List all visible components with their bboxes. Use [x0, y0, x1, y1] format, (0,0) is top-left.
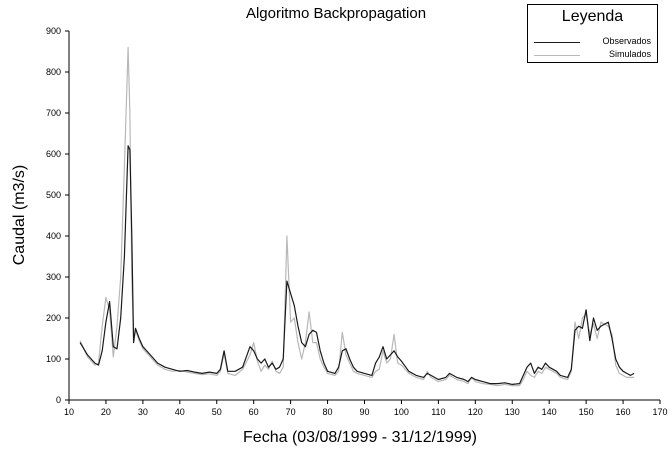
x-tick-label: 110	[431, 407, 445, 417]
x-tick-label: 70	[286, 407, 296, 417]
x-tick-label: 40	[175, 407, 185, 417]
y-tick-label: 800	[46, 67, 61, 77]
x-tick-label: 30	[138, 407, 148, 417]
series-layer	[79, 46, 635, 387]
y-tick-label: 400	[46, 231, 61, 241]
chart-title: Algoritmo Backpropagation	[245, 5, 427, 22]
y-axis-label: Caudal (m3/s)	[11, 164, 28, 266]
x-tick-label: 140	[542, 407, 557, 417]
x-tick-label: 170	[652, 407, 667, 417]
y-tick-label: 200	[46, 313, 61, 323]
legend: Leyenda Observados Simulados	[527, 4, 658, 63]
x-tick-label: 100	[394, 407, 409, 417]
axes: 0 100 200 300 400 500 600 700 800 900 10 20 30 40 50 60…	[46, 26, 668, 417]
x-tick-label: 60	[249, 407, 259, 417]
y-tick-label: 300	[46, 272, 61, 282]
x-tick-label: 50	[212, 407, 222, 417]
x-tick-label: 10	[64, 407, 74, 417]
series-line-observados	[79, 145, 635, 385]
x-tick-label: 80	[323, 407, 333, 417]
y-tick-label: 600	[46, 149, 61, 159]
x-axis-label: Fecha (03/08/1999 - 31/12/1999)	[243, 429, 477, 446]
legend-swatch-observados	[534, 42, 580, 43]
x-tick-label: 160	[616, 407, 631, 417]
legend-label-observados: Observados	[602, 36, 651, 46]
legend-label-simulados: Simulados	[608, 49, 651, 59]
x-tick-label: 150	[579, 407, 594, 417]
x-tick-label: 90	[359, 407, 369, 417]
x-tick-label: 130	[505, 407, 520, 417]
legend-title: Leyenda	[561, 8, 624, 25]
legend-swatch-simulados	[534, 55, 580, 56]
y-tick-label: 700	[46, 108, 61, 118]
x-tick-label: 20	[101, 407, 111, 417]
y-tick-label: 0	[56, 395, 61, 405]
series-line-simulados	[79, 46, 635, 387]
x-tick-label: 120	[468, 407, 483, 417]
y-tick-label: 100	[46, 354, 61, 364]
y-tick-label: 900	[46, 26, 61, 36]
y-tick-label: 500	[46, 190, 61, 200]
